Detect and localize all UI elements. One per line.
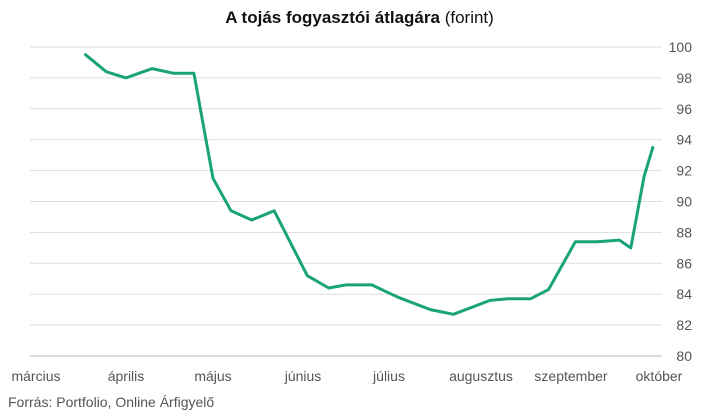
x-tick-label: május: [194, 368, 231, 384]
y-tick-label: 80: [676, 348, 692, 364]
y-tick-label: 92: [676, 163, 692, 179]
x-tick-label: április: [108, 368, 145, 384]
chart-title-unit: (forint): [444, 8, 494, 27]
y-tick-label: 96: [676, 101, 692, 117]
gridlines: [30, 46, 662, 357]
y-tick-label: 94: [676, 132, 692, 148]
chart-title-main: A tojás fogyasztói átlagára: [225, 8, 440, 27]
chart-title: A tojás fogyasztói átlagára (forint): [0, 8, 719, 28]
y-tick-label: 84: [676, 286, 692, 302]
x-axis: március április május június július augusztus…: [11, 368, 682, 384]
x-tick-label: szeptember: [534, 368, 607, 384]
series-line-0: [84, 53, 655, 316]
x-tick-label: június: [284, 368, 322, 384]
x-tick-label: augusztus: [449, 368, 513, 384]
x-tick-label: július: [372, 368, 405, 384]
y-tick-label: 86: [676, 255, 692, 271]
y-tick-label: 90: [676, 194, 692, 210]
x-tick-label: október: [636, 368, 683, 384]
y-tick-label: 82: [676, 317, 692, 333]
y-axis: 80 82 84 86 88 90 92 94 96 98 100: [669, 39, 693, 364]
series-group: [84, 53, 655, 316]
y-tick-label: 100: [669, 39, 693, 55]
y-tick-label: 98: [676, 70, 692, 86]
y-tick-label: 88: [676, 224, 692, 240]
source-note: Forrás: Portfolio, Online Árfigyelő: [8, 394, 215, 410]
x-tick-label: március: [11, 368, 60, 384]
